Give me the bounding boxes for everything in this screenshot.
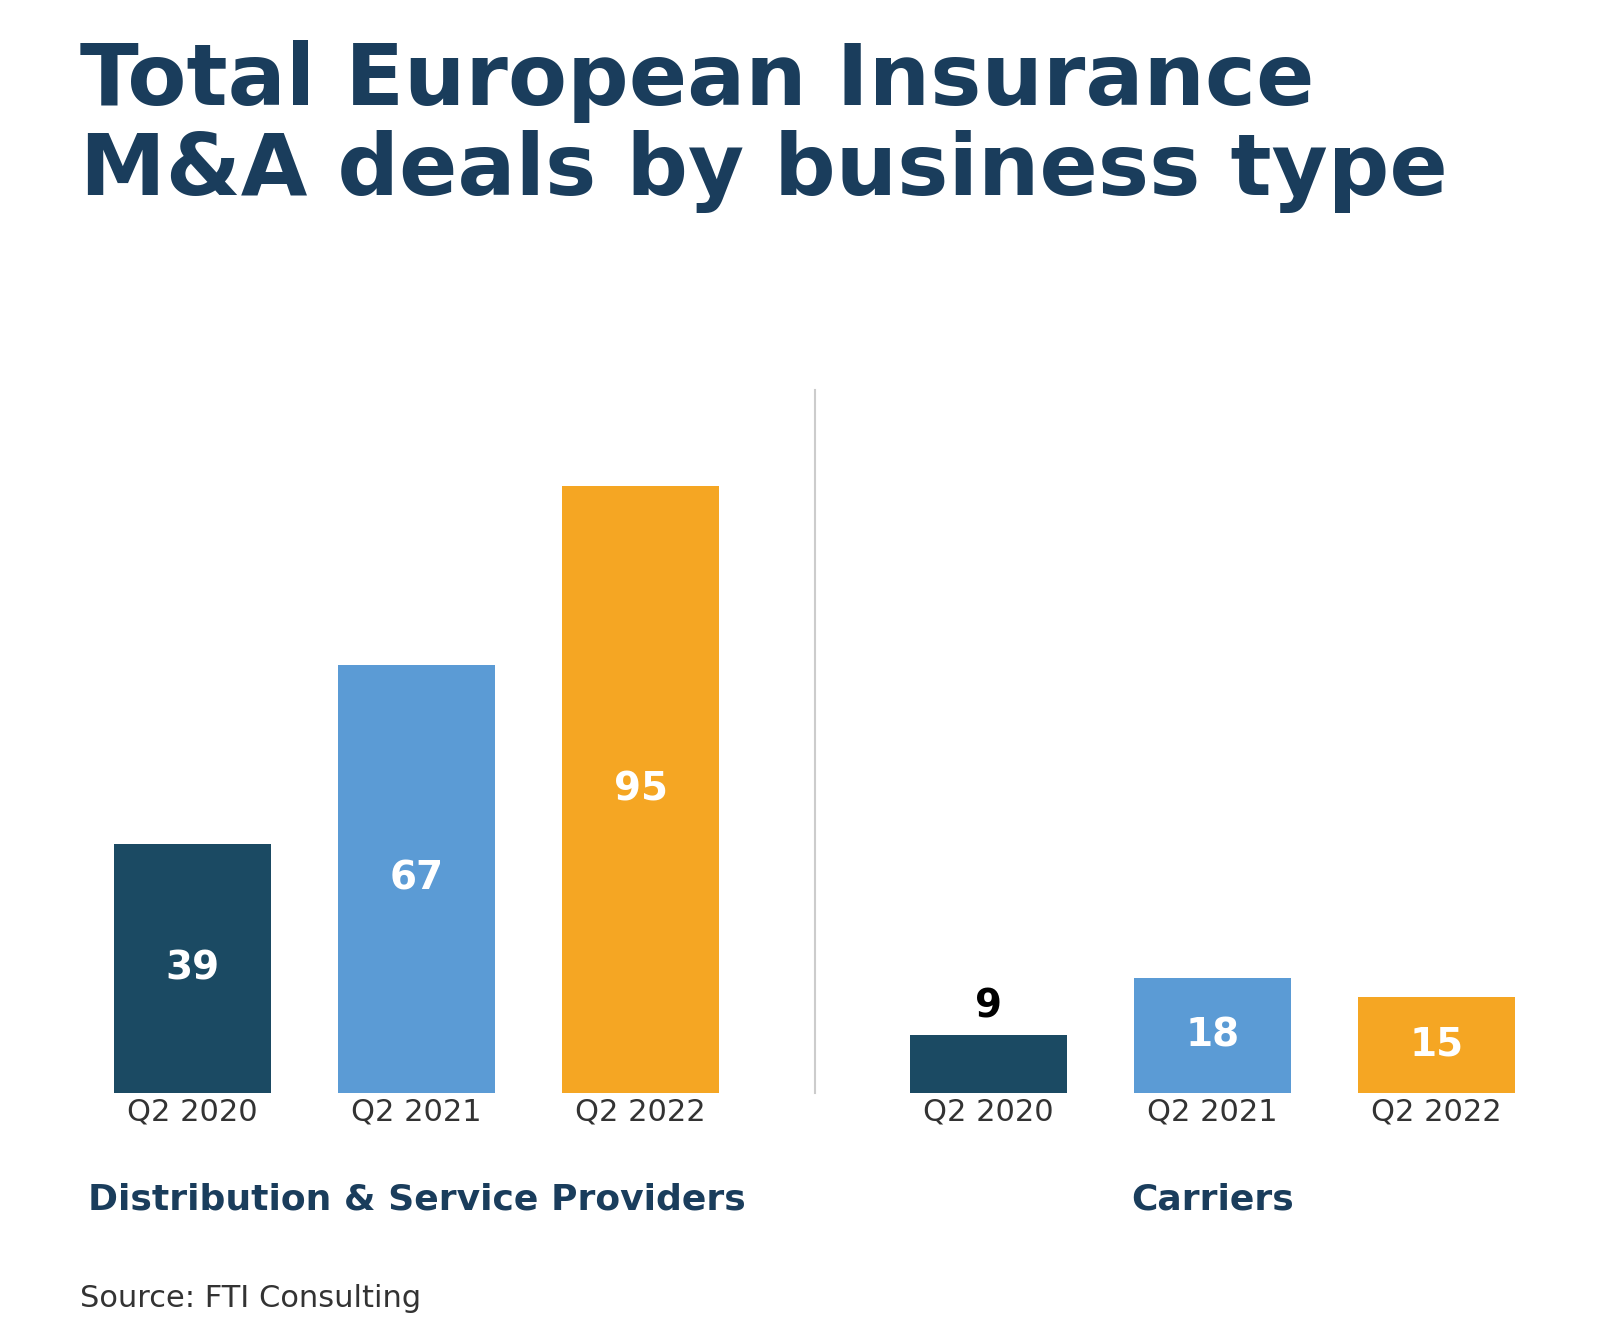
Text: 15: 15 <box>1410 1026 1464 1064</box>
Bar <box>1358 997 1515 1092</box>
Text: Distribution & Service Providers: Distribution & Service Providers <box>88 1182 746 1217</box>
Bar <box>338 665 494 1092</box>
Text: Carriers: Carriers <box>1131 1182 1294 1217</box>
Bar <box>562 486 720 1092</box>
Text: Source: FTI Consulting: Source: FTI Consulting <box>80 1284 421 1313</box>
Bar <box>910 1036 1067 1092</box>
Bar <box>1134 978 1291 1092</box>
Text: 95: 95 <box>614 770 667 808</box>
Text: 39: 39 <box>165 949 219 988</box>
Bar <box>114 844 270 1092</box>
Text: Total European Insurance
M&A deals by business type: Total European Insurance M&A deals by bu… <box>80 40 1448 213</box>
Text: 67: 67 <box>389 860 443 898</box>
Text: 9: 9 <box>974 988 1002 1025</box>
Text: 18: 18 <box>1186 1016 1240 1055</box>
